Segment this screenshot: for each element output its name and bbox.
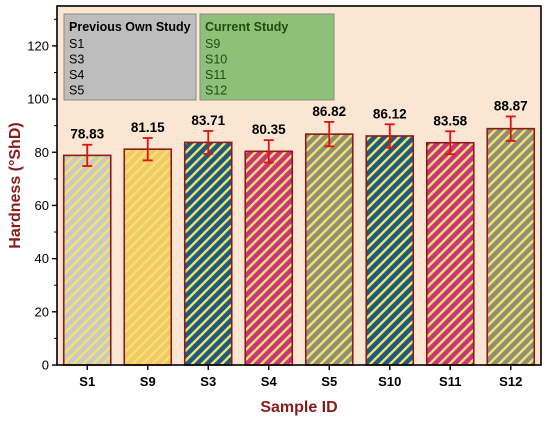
value-label-s10: 86.12 bbox=[373, 106, 407, 121]
value-label-s9: 81.15 bbox=[131, 120, 165, 135]
value-label-s5: 86.82 bbox=[312, 104, 346, 119]
legend-item-s10: S10 bbox=[205, 53, 227, 67]
x-tick-label-s5: S5 bbox=[321, 374, 337, 389]
bar-s1 bbox=[62, 154, 112, 366]
x-tick-label-s3: S3 bbox=[200, 374, 216, 389]
y-tick-label: 60 bbox=[35, 198, 49, 213]
legend-item-s12: S12 bbox=[205, 84, 227, 98]
legend-item-s5: S5 bbox=[69, 84, 84, 98]
legend-item-s4: S4 bbox=[69, 68, 84, 82]
legend-previous-box bbox=[63, 13, 197, 101]
value-label-s1: 78.83 bbox=[70, 127, 104, 142]
bar-s4 bbox=[244, 150, 294, 366]
value-label-s3: 83.71 bbox=[191, 113, 225, 128]
y-tick-label: 100 bbox=[27, 92, 49, 107]
error-bar-s3 bbox=[203, 130, 214, 155]
error-bar-s11 bbox=[445, 130, 456, 156]
axes-layer bbox=[56, 5, 542, 366]
bar-s12 bbox=[486, 127, 536, 366]
legend-item-s3: S3 bbox=[69, 53, 84, 67]
y-tick-label: 20 bbox=[35, 304, 49, 319]
bar-s5 bbox=[304, 133, 354, 366]
x-tick-label-s4: S4 bbox=[261, 374, 278, 389]
y-axis-title: Hardness (°ShD) bbox=[7, 122, 24, 248]
x-tick-label-s11: S11 bbox=[439, 374, 461, 389]
x-axis-ticks: S1 S9 S3 S4 S5 S10 S11 S12 bbox=[79, 365, 522, 389]
error-bar-s1 bbox=[82, 143, 93, 167]
y-tick-label: 40 bbox=[35, 251, 49, 266]
legend-current-title: Current Study bbox=[205, 20, 288, 34]
y-axis-ticks: 0 20 40 60 80 100 120 bbox=[27, 18, 57, 373]
error-bars-layer bbox=[82, 115, 516, 167]
x-tick-label-s12: S12 bbox=[499, 374, 522, 389]
legend-item-s11: S11 bbox=[205, 68, 226, 82]
x-tick-label-s9: S9 bbox=[140, 374, 156, 389]
y-tick-label: 80 bbox=[35, 145, 49, 160]
legend-previous-title: Previous Own Study bbox=[69, 20, 191, 34]
value-label-s4: 80.35 bbox=[252, 122, 286, 137]
error-bar-s9 bbox=[142, 137, 153, 162]
x-tick-label-s10: S10 bbox=[378, 374, 401, 389]
y-tick-label: 120 bbox=[27, 38, 49, 53]
plot-frame bbox=[56, 5, 542, 366]
bar-s9 bbox=[123, 148, 173, 366]
error-bar-s4 bbox=[263, 139, 274, 164]
value-label-s11: 83.58 bbox=[433, 113, 467, 128]
x-tick-label-s1: S1 bbox=[79, 374, 95, 389]
bar-s11 bbox=[425, 141, 475, 366]
legend-item-s1: S1 bbox=[69, 37, 84, 51]
value-labels-layer: 78.83 81.15 83.71 80.35 86.82 86.12 83.58 88.87 bbox=[70, 98, 527, 141]
value-label-s12: 88.87 bbox=[494, 98, 528, 113]
error-bar-s10 bbox=[384, 123, 395, 149]
x-axis-title: Sample ID bbox=[260, 399, 337, 416]
error-bar-s5 bbox=[324, 120, 335, 148]
bar-s3 bbox=[183, 141, 233, 366]
bars-layer bbox=[62, 127, 536, 366]
legend-current-box bbox=[199, 13, 335, 101]
y-tick-label: 0 bbox=[42, 358, 49, 373]
legend-item-s9: S9 bbox=[205, 37, 220, 51]
bar-s10 bbox=[365, 135, 415, 366]
error-bar-s12 bbox=[505, 115, 516, 142]
